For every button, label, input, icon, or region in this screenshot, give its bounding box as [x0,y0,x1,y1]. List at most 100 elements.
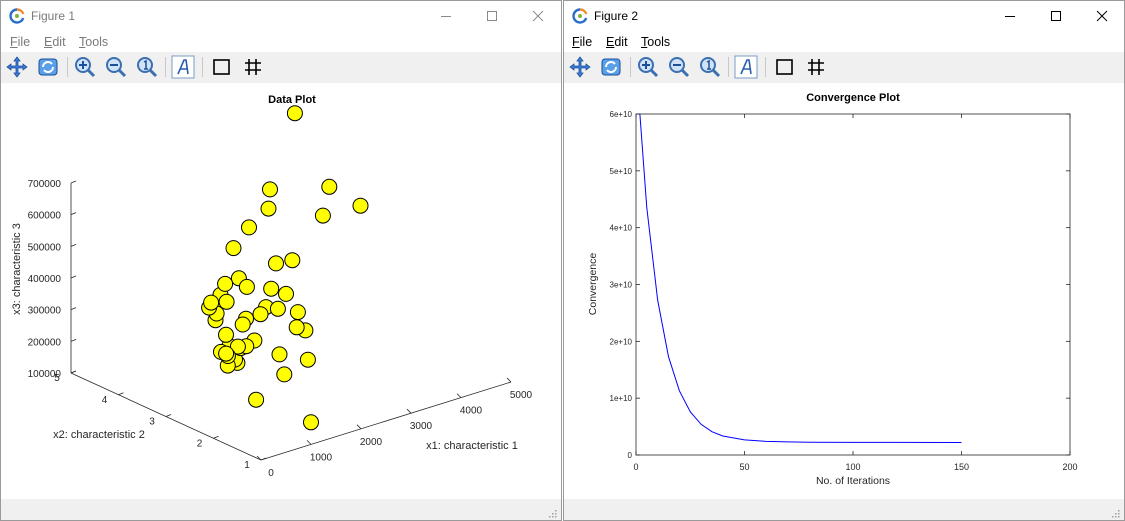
title-bar[interactable]: Figure 1 [1,1,561,32]
close-button[interactable] [515,1,561,32]
zoom-in-icon [638,57,659,78]
status-bar [1,499,561,520]
data-point [352,197,369,214]
z-tick-label: 700000 [28,179,62,190]
rotate-icon [38,58,58,76]
minimize-icon [1005,16,1015,17]
zoom-out-tool-button[interactable] [667,55,691,79]
axes-box-icon [776,59,793,75]
axes-box-tool-button[interactable] [773,55,797,79]
data-point [299,351,316,368]
grid-icon [245,59,261,75]
x-tick [506,377,512,383]
toolbar-separator [765,57,766,77]
resize-grip-icon[interactable] [547,508,557,518]
pan-tool-button[interactable] [5,55,29,79]
axes-box-tool-button[interactable] [210,55,234,79]
data-point [217,275,234,292]
z-tick-label: 400000 [28,274,62,285]
z-tick-label: 200000 [28,337,62,348]
menu-tools[interactable]: Tools [641,35,671,49]
zoom-out-tool-button[interactable] [104,55,128,79]
grid-tool-button[interactable] [241,55,265,79]
menu-edit[interactable]: Edit [44,35,66,49]
x-tick-label: 5000 [510,390,533,401]
maximize-icon [487,11,497,21]
x-tick-label: 0 [268,468,274,479]
menu-file[interactable]: File [572,35,593,49]
y-tick-label: 2e+10 [610,337,633,346]
title-bar[interactable]: Figure 2 [564,1,1124,32]
y-tick-label: 2 [197,438,203,449]
menu-tools[interactable]: Tools [79,35,109,49]
grid-tool-button[interactable] [804,55,828,79]
zoom-in-tool-button[interactable] [73,55,97,79]
zoom-out-icon [106,57,127,78]
data-point [284,252,301,269]
zoom-reset-tool-button[interactable] [698,55,722,79]
y-tick-label: 4e+10 [610,224,633,233]
y-tick-label: 4 [102,395,108,406]
maximize-button[interactable] [1033,1,1079,32]
x-axis-line [260,381,512,461]
data-point [263,280,280,297]
zoom-in-tool-button[interactable] [636,55,660,79]
status-bar [564,499,1124,520]
rotate-icon [601,58,621,76]
menu-bar: File Edit Tools [564,32,1124,52]
close-button[interactable] [1079,1,1124,32]
x-tick [406,408,412,414]
convergence-plot-axes[interactable]: 0 50 100 150 200 0 1e+10 2e+10 3e+10 4e+10 5e+10 6e… [564,83,1124,499]
minimize-button[interactable] [987,1,1033,32]
y-tick-label: 5e+10 [610,167,633,176]
x-tick-label: 3000 [410,421,433,432]
data-point [314,207,331,224]
data-point [303,414,319,431]
figure-1-window: Figure 1 File Edit Tools 0 1000 2000 3000 40… [0,0,562,521]
data-point [252,306,269,323]
figure-toolbar [1,52,561,83]
y-axis-label: x2: characteristic 2 [53,429,145,441]
menu-file[interactable]: File [10,35,31,49]
data-point [225,240,242,257]
toolbar-separator [728,57,729,77]
data-point [269,300,286,317]
data-point [218,326,234,343]
z-axis-label: x3: characteristic 3 [11,223,23,315]
y-axis-label: Convergence [587,253,599,316]
rotate-tool-button[interactable] [36,55,60,79]
pan-tool-button[interactable] [568,55,592,79]
chart-title: Data Plot [268,94,316,106]
x-tick [256,455,262,461]
window-title: Figure 1 [31,9,76,23]
menu-bar: File Edit Tools [1,32,561,52]
x-axis-label: x1: characteristic 1 [426,440,518,452]
data-point [241,219,257,236]
zoom-reset-tool-button[interactable] [135,55,159,79]
data-point [268,255,284,272]
data-point [234,316,251,333]
rotate-tool-button[interactable] [599,55,623,79]
y-tick-label: 5 [54,373,60,384]
x-tick-label: 0 [633,462,638,472]
z-tick-label: 600000 [28,211,62,222]
y-tick-label: 0 [628,451,633,460]
zoom-reset-icon [700,57,721,78]
menu-edit[interactable]: Edit [606,35,628,49]
x-tick-label: 4000 [460,406,483,417]
maximize-icon [1051,11,1061,21]
text-tool-button[interactable] [734,55,758,79]
y-tick [118,392,124,396]
data-point [276,366,293,383]
data-point [218,345,235,362]
maximize-button[interactable] [469,1,515,32]
x-tick-label: 50 [739,462,749,472]
x-tick-label: 1000 [310,452,333,463]
data-point [262,181,278,198]
x-tick [306,440,312,445]
figure-toolbar [564,52,1124,83]
text-tool-button[interactable] [171,55,195,79]
minimize-button[interactable] [423,1,469,32]
resize-grip-icon[interactable] [1110,508,1120,518]
